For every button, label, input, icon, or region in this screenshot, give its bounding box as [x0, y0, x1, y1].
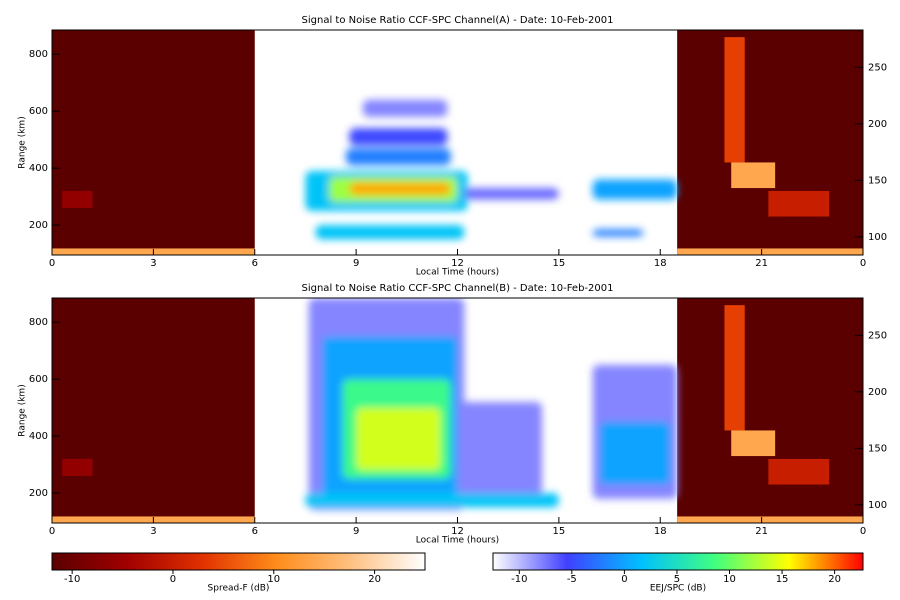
y2-tick-label: 200	[868, 119, 887, 130]
y-tick-label: 800	[29, 317, 48, 328]
y2-tick-label: 100	[868, 232, 887, 243]
x-tick-label: 18	[654, 526, 667, 537]
x-tick-label: 0	[49, 526, 55, 537]
intensity-region	[599, 421, 671, 485]
colorbar-label: Spread-F (dB)	[208, 584, 270, 594]
x-axis-label: Local Time (hours)	[416, 268, 499, 278]
y2-tick-label: 200	[868, 387, 887, 398]
chart-title: Signal to Noise Ratio CCF-SPC Channel(B)…	[302, 283, 614, 294]
y-axis-label: Range (km)	[18, 384, 28, 436]
intensity-region	[349, 182, 451, 196]
spread_f-layer	[52, 298, 863, 523]
colorbar-tick-label: 5	[674, 574, 680, 585]
colorbar-tick-label: 20	[368, 574, 381, 585]
y2-tick-label: 100	[868, 500, 887, 511]
intensity-region	[457, 401, 542, 499]
panel: Signal to Noise Ratio CCF-SPC Channel(B)…	[18, 283, 888, 546]
colorbar-tick-label: 15	[776, 574, 789, 585]
plot-area	[52, 298, 863, 523]
colorbar-gradient	[51, 552, 426, 571]
intensity-region	[677, 248, 863, 255]
x-tick-label: 6	[252, 258, 258, 269]
y-tick-label: 600	[29, 374, 48, 385]
colorbar-gradient	[492, 552, 864, 571]
intensity-region	[768, 190, 830, 217]
intensity-region	[345, 148, 451, 166]
intensity-region	[592, 179, 678, 200]
colorbar-tick-label: 0	[170, 574, 176, 585]
chart-title: Signal to Noise Ratio CCF-SPC Channel(A)…	[302, 15, 614, 26]
intensity-region	[731, 162, 776, 189]
y2-tick-label: 150	[868, 443, 887, 454]
y2-tick-label: 150	[868, 175, 887, 186]
y-tick-label: 800	[29, 49, 48, 60]
colorbar-tick-label: -10	[64, 574, 80, 585]
intensity-region	[52, 30, 255, 255]
x-tick-label: 9	[353, 526, 359, 537]
x-axis-label: Local Time (hours)	[416, 536, 499, 546]
x-tick-label: 18	[654, 258, 667, 269]
colorbar-tick-label: 10	[267, 574, 280, 585]
colorbar: -10 0 10 20 Spread-F (dB)	[51, 552, 426, 594]
x-tick-label: 3	[150, 258, 156, 269]
intensity-region	[315, 225, 465, 240]
intensity-region	[464, 188, 559, 200]
x-tick-label: 12	[451, 526, 464, 537]
colorbar: -10 -5 0 5 10 15 20 EEJ/SPC (dB)	[492, 552, 864, 594]
x-tick-label: 9	[353, 258, 359, 269]
eej-layer	[305, 298, 678, 511]
y2-tick-label: 250	[868, 330, 887, 341]
intensity-region	[731, 430, 776, 457]
intensity-region	[677, 30, 863, 255]
x-tick-label: 0	[860, 258, 866, 269]
y-axis-label: Range (km)	[18, 116, 28, 168]
plot-area	[52, 30, 863, 255]
x-tick-label: 3	[150, 526, 156, 537]
intensity-region	[62, 190, 93, 209]
intensity-region	[356, 407, 441, 471]
x-tick-label: 21	[755, 526, 768, 537]
y2-tick-label: 250	[868, 62, 887, 73]
x-tick-label: 6	[252, 526, 258, 537]
colorbar-tick-label: 10	[723, 574, 736, 585]
x-tick-label: 0	[49, 258, 55, 269]
intensity-region	[305, 493, 559, 508]
x-tick-label: 21	[755, 258, 768, 269]
colorbar-tick-label: -10	[511, 574, 527, 585]
y-tick-label: 600	[29, 106, 48, 117]
x-tick-label: 15	[553, 258, 566, 269]
intensity-region	[677, 298, 863, 523]
intensity-region	[724, 305, 745, 431]
colorbar-tick-label: -5	[567, 574, 577, 585]
intensity-region	[724, 37, 745, 163]
intensity-region	[362, 99, 448, 117]
intensity-region	[52, 298, 255, 523]
intensity-region	[62, 458, 93, 477]
spread_f-layer	[52, 30, 863, 255]
colorbar-label: EEJ/SPC (dB)	[650, 584, 706, 594]
colorbar-tick-label: 0	[621, 574, 627, 585]
intensity-region	[768, 458, 830, 485]
y-tick-label: 200	[29, 488, 48, 499]
colorbar-tick-label: 20	[828, 574, 841, 585]
y-tick-label: 400	[29, 431, 48, 442]
x-tick-label: 12	[451, 258, 464, 269]
intensity-region	[592, 229, 644, 237]
intensity-region	[677, 516, 863, 523]
y-tick-label: 400	[29, 163, 48, 174]
y-tick-label: 200	[29, 220, 48, 231]
x-tick-label: 15	[553, 526, 566, 537]
panel: Signal to Noise Ratio CCF-SPC Channel(A)…	[18, 15, 888, 278]
x-tick-label: 0	[860, 526, 866, 537]
intensity-region	[349, 128, 448, 146]
eej-layer	[305, 99, 678, 240]
